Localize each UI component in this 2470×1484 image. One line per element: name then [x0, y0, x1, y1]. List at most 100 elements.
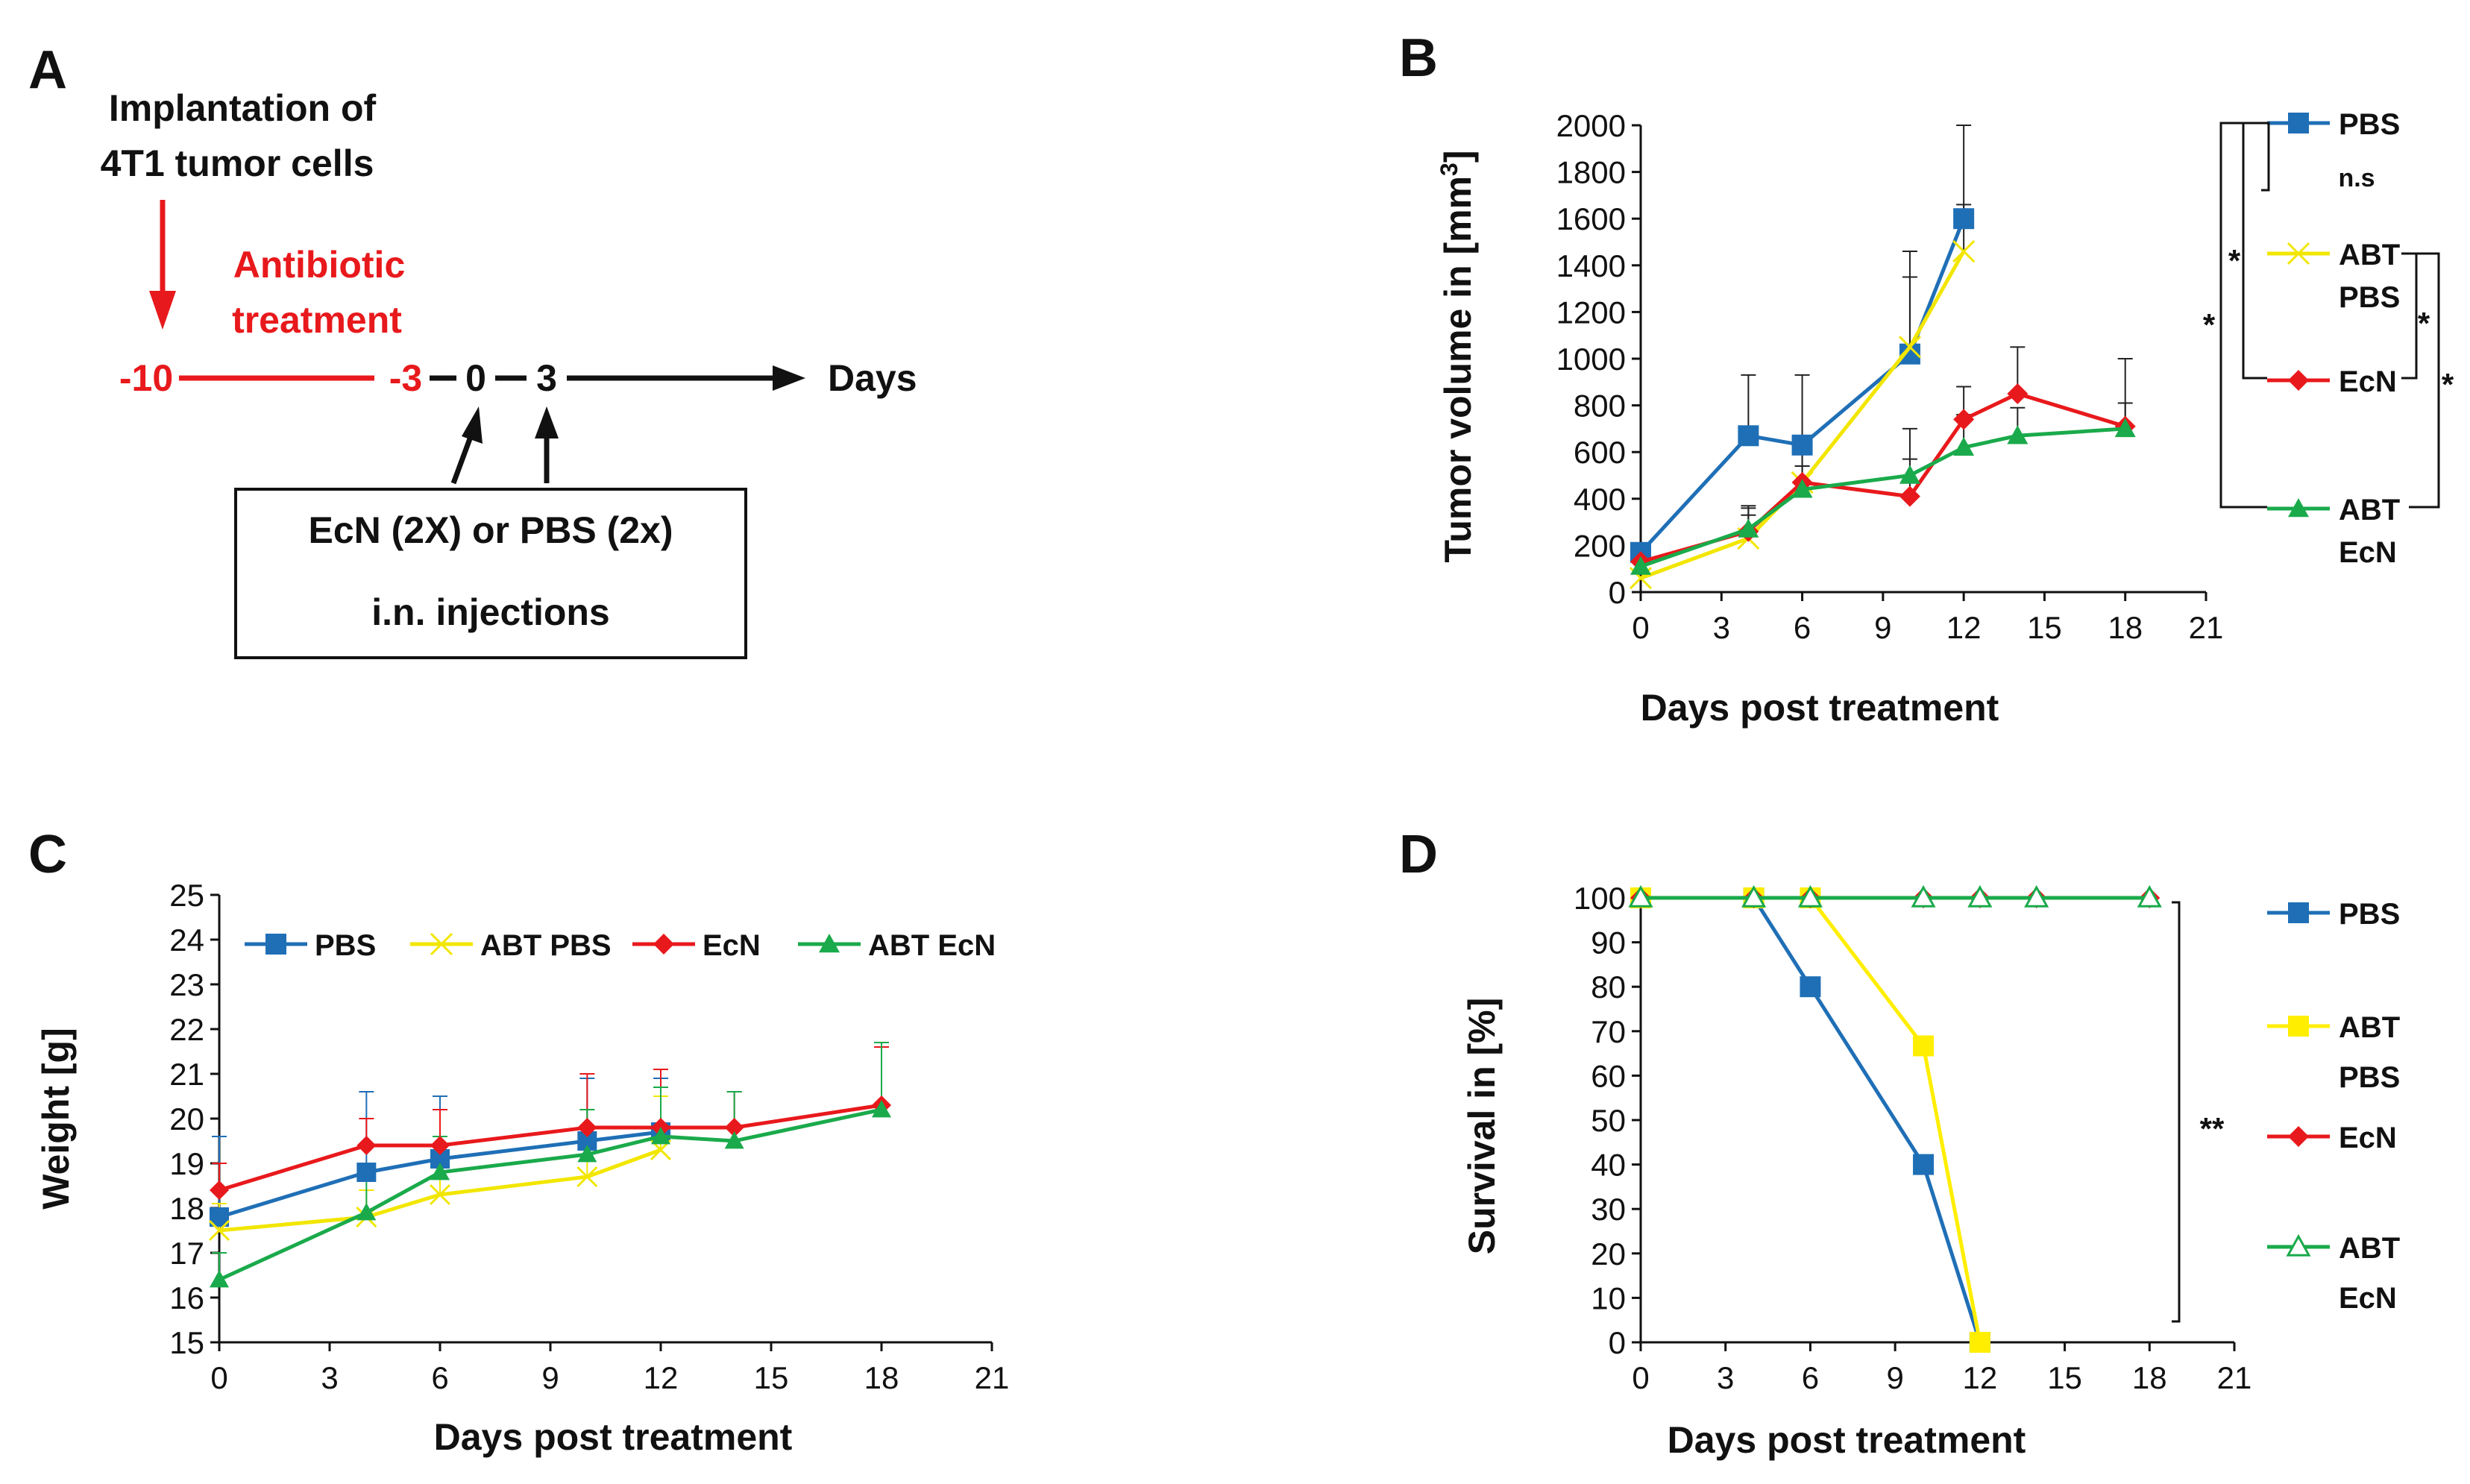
c-point-abt-ecn [356, 1203, 377, 1221]
implantation-label-line1: Implantation of [109, 87, 377, 129]
d-y-tick-label: 100 [1574, 881, 1626, 916]
b-x-tick-label: 15 [2027, 610, 2062, 645]
c-series-line-ecn [219, 1103, 882, 1192]
c-legend-ecn: EcN [703, 929, 761, 962]
b-point-abt-ecn [1738, 518, 1759, 538]
d-series-line-abt-pbs [1641, 896, 1982, 1343]
injection-arrow-day0 [450, 433, 474, 485]
b-legend-abt-ecn-line2: EcN [2339, 536, 2397, 569]
c-x-tick-label: 21 [975, 1360, 1010, 1395]
c-legend-abt-ecn-marker [819, 934, 840, 953]
b-y-tick-label: 2000 [1556, 108, 1626, 143]
b-x-tick-label: 3 [1713, 610, 1730, 645]
c-y-tick-label: 25 [169, 878, 204, 913]
d-x-tick-label: 12 [1962, 1360, 1997, 1395]
b-legend-ecn-marker [2288, 370, 2309, 391]
b-y-tick-label: 1400 [1556, 248, 1626, 283]
b-x-tick-label: 9 [1874, 610, 1891, 645]
d-legend-pbs-marker [2288, 902, 2309, 923]
c-point-abt-pbs [429, 1183, 451, 1206]
panel-label-b: B [1399, 28, 1438, 88]
d-x-axis-title: Days post treatment [1668, 1419, 2026, 1461]
d-x-tick-label: 9 [1886, 1360, 1903, 1395]
c-y-tick-label: 18 [169, 1191, 204, 1226]
d-y-tick-label: 30 [1591, 1192, 1626, 1227]
c-x-axis-title: Days post treatment [434, 1416, 793, 1458]
c-point-abt-pbs [576, 1166, 598, 1188]
c-x-tick-label: 12 [644, 1360, 679, 1395]
b-star-pbs-ecn: * [2228, 243, 2241, 278]
antibiotic-label-line1: Antibiotic [233, 244, 406, 286]
b-x-axis-title: Days post treatment [1641, 687, 1999, 729]
d-point-abt-ecn [1628, 884, 1653, 908]
d-point-abt-ecn [2024, 884, 2049, 908]
b-point-abt-ecn [1791, 479, 1813, 498]
b-star-abtpbs-abtecn: * [2442, 367, 2454, 402]
implantation-arrowhead [149, 291, 176, 330]
c-point-abt-pbs [208, 1219, 230, 1242]
d-legend-ecn: EcN [2339, 1122, 2397, 1154]
d-legend: PBS ABT PBS EcN ABT EcN [2267, 898, 2400, 1315]
c-y-tick-label: 19 [169, 1146, 204, 1181]
b-point-abt-ecn [1953, 436, 1975, 456]
d-x-tick-label: 21 [2217, 1360, 2252, 1395]
d-y-tick-label: 10 [1591, 1280, 1626, 1315]
d-legend-abt-ecn-line1: ABT [2339, 1232, 2400, 1265]
d-point-pbs [1800, 976, 1821, 998]
c-x-tick-label: 0 [210, 1360, 227, 1395]
antibiotic-label-line2: treatment [232, 299, 402, 341]
c-point-abt-ecn [210, 1270, 229, 1288]
b-x-tick-label: 6 [1794, 610, 1811, 645]
c-legend-abt-ecn: ABT EcN [868, 929, 996, 962]
c-axes: 15 16 17 18 19 20 21 22 23 24 25 0 3 6 9 12 15 18 21 [169, 878, 1009, 1395]
c-y-axis-title: Weight [g] [35, 1028, 77, 1209]
c-series-line-abt-ecn [218, 1107, 882, 1282]
days-label: Days [828, 357, 917, 399]
c-point-ecn [430, 1136, 450, 1155]
d-x-tick-label: 3 [1717, 1360, 1734, 1395]
b-legend-abt-pbs-line1: ABT [2339, 239, 2400, 271]
b-legend-ecn: EcN [2339, 365, 2397, 398]
d-point-abt-pbs [1913, 1035, 1935, 1057]
d-axes: 0 10 20 30 40 50 60 70 80 90 100 0 3 6 9 12 15 18 21 [1574, 881, 2251, 1395]
d-x-tick-label: 6 [1802, 1360, 1819, 1395]
c-x-tick-label: 6 [431, 1360, 448, 1395]
b-bracket-pbs-abtpbs [2261, 122, 2270, 192]
c-point-abt-ecn [430, 1163, 450, 1180]
b-y-tick-label: 1600 [1556, 201, 1626, 236]
d-y-tick-label: 40 [1591, 1148, 1626, 1183]
d-y-tick-label: 70 [1591, 1014, 1626, 1049]
d-point-abt-ecn [1967, 884, 1993, 908]
d-y-tick-label: 60 [1591, 1058, 1626, 1093]
b-legend-abt-pbs-line2: PBS [2339, 281, 2400, 314]
b-x-tick-label: 21 [2189, 610, 2224, 645]
panel-b-tumor-volume: B 02004006008001000120014001600180020000… [1399, 28, 2454, 729]
d-x-tick-label: 15 [2047, 1360, 2082, 1395]
c-point-ecn [356, 1136, 377, 1155]
day-minus-10: -10 [119, 357, 173, 399]
c-legend-abt-pbs: ABT PBS [480, 929, 612, 962]
d-point-abt-ecn [2137, 884, 2162, 908]
d-y-axis-title: Survival in [%] [1461, 998, 1503, 1255]
b-x-tick-label: 18 [2108, 610, 2143, 645]
c-y-tick-label: 23 [169, 967, 204, 1002]
c-plot-area [208, 1042, 891, 1288]
d-y-tick-label: 20 [1591, 1236, 1626, 1271]
c-y-tick-label: 15 [169, 1325, 204, 1360]
b-legend-pbs: PBS [2339, 108, 2400, 141]
c-legend-pbs: PBS [315, 929, 376, 962]
implantation-label-line2: 4T1 tumor cells [101, 142, 374, 184]
d-series-line-pbs [1641, 896, 1982, 1343]
d-legend-ecn-marker [2288, 1126, 2309, 1147]
b-bracket-abtpbs-ecn [2401, 252, 2418, 380]
injection-box [234, 488, 747, 659]
d-point-abt-ecn [1741, 884, 1767, 908]
c-y-tick-label: 21 [169, 1057, 204, 1092]
b-point-abt-pbs [1952, 239, 1976, 263]
c-legend-ecn-marker [653, 934, 674, 955]
b-point-pbs [1953, 208, 1975, 230]
b-axes: 0 200 400 600 800 1000 1200 1400 1600 1800 2000 0 3 6… [1556, 108, 2224, 645]
b-point-abt-ecn [2007, 425, 2029, 444]
c-point-abt-ecn [872, 1100, 891, 1118]
d-point-pbs [1913, 1154, 1935, 1175]
